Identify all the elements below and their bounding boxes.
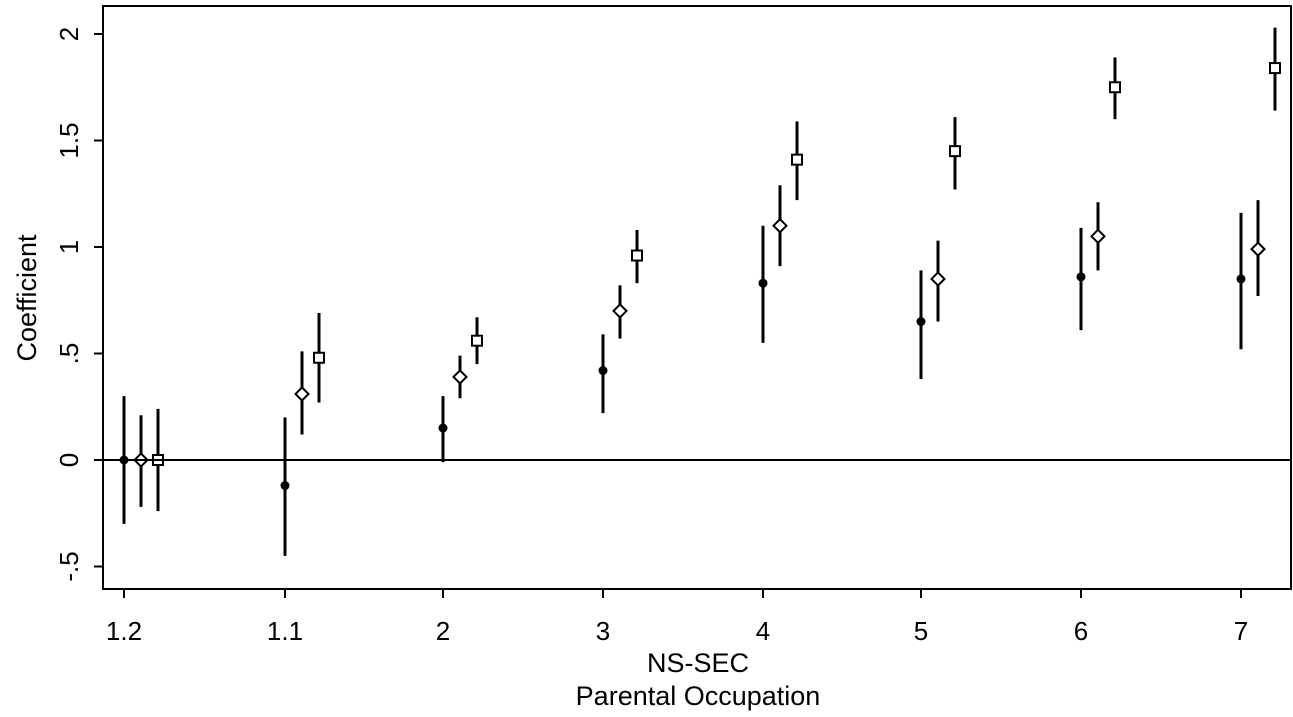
- y-axis-title: Coefficient: [12, 234, 42, 362]
- x-tick-label: 3: [596, 616, 610, 646]
- x-tick-label: 2: [436, 616, 450, 646]
- point-diamond: [930, 271, 946, 287]
- point-square: [1109, 81, 1121, 94]
- point-circle: [1076, 272, 1086, 282]
- x-axis-title-line-1: NS-SEC: [647, 648, 749, 678]
- point-diamond: [1250, 241, 1266, 258]
- point-square: [631, 249, 643, 262]
- point-square: [949, 145, 961, 158]
- point-square: [471, 334, 483, 347]
- x-axis-title-line-2: Parental Occupation: [576, 681, 821, 711]
- point-circle: [758, 278, 768, 288]
- point-circle: [280, 481, 290, 491]
- point-diamond: [1090, 228, 1106, 245]
- marks-layer: [119, 27, 1281, 556]
- point-diamond: [772, 217, 788, 234]
- point-diamond: [294, 386, 310, 402]
- point-square: [791, 153, 803, 166]
- y-tick-label: 1.5: [54, 122, 84, 158]
- point-diamond: [452, 369, 468, 385]
- x-tick-label: 1.2: [106, 616, 142, 646]
- point-square: [313, 351, 325, 364]
- x-tick-label: 4: [756, 616, 770, 646]
- plot-frame: [102, 5, 1292, 590]
- point-diamond: [612, 302, 628, 319]
- x-tick-label: 1.1: [267, 616, 303, 646]
- point-circle: [438, 423, 448, 433]
- series-filled-circle: [119, 212, 1246, 556]
- y-axis: -.5 0 .5 1 1.5 2: [54, 27, 103, 582]
- y-tick-label: .5: [54, 343, 84, 365]
- x-tick-label: 5: [914, 616, 928, 646]
- y-tick-label: -.5: [54, 551, 84, 581]
- point-circle: [1236, 274, 1246, 284]
- point-square: [1269, 62, 1281, 75]
- x-axis: 1.2 1.1 2 3 4 5 6 7: [106, 589, 1248, 646]
- y-tick-label: 1: [54, 240, 84, 254]
- y-tick-label: 0: [54, 453, 84, 467]
- x-tick-label: 7: [1234, 616, 1248, 646]
- series-hollow-square: [152, 27, 1281, 512]
- point-circle: [598, 366, 608, 376]
- point-circle: [916, 317, 926, 327]
- x-tick-label: 6: [1074, 616, 1088, 646]
- y-tick-label: 2: [54, 27, 84, 41]
- series-hollow-diamond: [133, 185, 1266, 507]
